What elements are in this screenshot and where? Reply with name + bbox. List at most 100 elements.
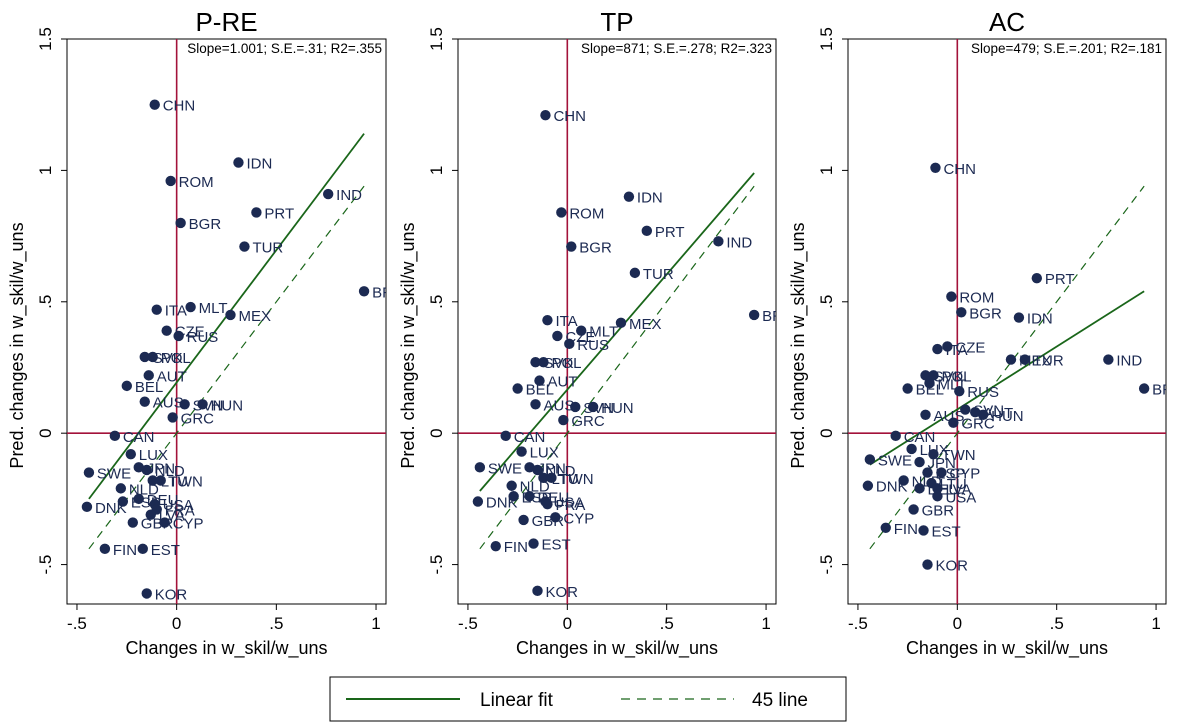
data-point [518, 514, 529, 526]
data-point [99, 543, 111, 555]
data-point [185, 301, 196, 313]
point-label: EST [542, 537, 571, 554]
data-point [239, 241, 250, 252]
data-point [83, 467, 95, 478]
data-point [524, 462, 535, 473]
data-point [946, 291, 957, 302]
data-point [928, 449, 939, 460]
data-point [629, 267, 641, 279]
data-point [862, 480, 874, 491]
data-point [149, 99, 160, 110]
point-label: TWN [941, 447, 975, 464]
data-point [159, 517, 170, 528]
x-tick-label: 1 [1151, 614, 1160, 633]
y-tick-label: 0 [36, 428, 55, 437]
point-label: FRA [165, 502, 195, 519]
data-point [936, 467, 947, 478]
point-label: FIN [504, 539, 528, 556]
data-point [161, 325, 172, 336]
x-tick-label: 1 [371, 614, 380, 633]
data-point [1019, 354, 1031, 365]
data-point [155, 475, 166, 486]
point-label: MLT [589, 324, 618, 341]
point-label: SWE [488, 460, 522, 477]
point-label: LVA [945, 481, 971, 498]
point-label: CYP [949, 466, 980, 483]
point-label: TWN [169, 473, 203, 490]
data-point [587, 401, 599, 413]
data-point [932, 483, 943, 494]
panels: P-RE CHN IDN ROM IND PRT BGR TUR BRA ITA MLT MEX CZE… [7, 7, 1183, 659]
data-point [117, 496, 129, 507]
line-45 [479, 185, 755, 550]
point-label: LUX [139, 447, 168, 464]
y-tick-label: -.5 [36, 555, 55, 575]
point-label: ITA [555, 313, 577, 330]
data-point [139, 396, 150, 407]
data-point [956, 307, 967, 318]
data-point [970, 406, 981, 418]
data-point [165, 175, 176, 187]
point-label: KOR [155, 586, 188, 603]
data-point [954, 385, 965, 397]
data-point [524, 491, 535, 502]
data-point [542, 314, 553, 326]
y-tick-label: 0 [817, 428, 836, 437]
point-label: POL [551, 355, 581, 372]
data-point [534, 375, 545, 386]
y-axis-title: Pred. changes in w_skil/w_uns [788, 222, 809, 468]
legend-45-line-label: 45 line [752, 690, 808, 711]
data-point [1138, 383, 1150, 394]
point-label: CZE [955, 339, 985, 356]
x-tick-label: 0 [953, 614, 962, 633]
point-label: BGR [189, 216, 222, 233]
point-label: CHN [163, 98, 196, 115]
data-point [922, 467, 933, 478]
data-point [924, 378, 935, 389]
point-label: ROM [569, 205, 604, 222]
point-label: BRA [1152, 382, 1183, 399]
plot-frame [457, 38, 777, 605]
line-45 [88, 185, 365, 550]
data-point [615, 317, 627, 329]
data-point [932, 343, 943, 355]
x-tick-label: .5 [660, 614, 674, 633]
data-point [920, 370, 931, 381]
panel-title: P-RE [195, 7, 257, 37]
data-point [125, 449, 136, 460]
point-label: TUR [643, 266, 674, 283]
point-label: FIN [894, 521, 918, 538]
data-point [127, 517, 138, 528]
point-label: KOR [936, 558, 969, 575]
y-tick-label: 1 [36, 166, 55, 175]
fit-annotation: Slope=479; S.E.=.201; R2=.181 [971, 41, 1162, 56]
y-tick-label: 1.5 [427, 27, 446, 51]
point-label: IDN [1027, 311, 1053, 328]
data-point [538, 357, 549, 368]
data-point [322, 188, 334, 200]
data-point [147, 475, 158, 486]
point-label: AUT [157, 368, 187, 385]
x-axis-title: Changes in w_skil/w_uns [125, 638, 327, 659]
y-tick-label: 1 [817, 166, 836, 175]
point-label: ITA [165, 303, 187, 320]
data-point [530, 399, 541, 410]
point-label: JPN [928, 455, 956, 472]
point-label: LTU [161, 473, 188, 490]
point-label: FIN [113, 542, 137, 559]
data-point [508, 491, 519, 502]
data-point [358, 286, 370, 297]
point-label: HUN [991, 408, 1024, 425]
point-label: GRC [961, 416, 995, 433]
point-label: RUS [967, 384, 999, 401]
data-point [251, 207, 262, 218]
data-point [623, 191, 635, 202]
data-point [906, 443, 917, 455]
point-label: DNK [95, 500, 127, 517]
data-point [490, 540, 501, 552]
line-45 [869, 185, 1145, 550]
x-tick-label: -.5 [67, 614, 87, 633]
point-label: LTU [551, 471, 578, 488]
